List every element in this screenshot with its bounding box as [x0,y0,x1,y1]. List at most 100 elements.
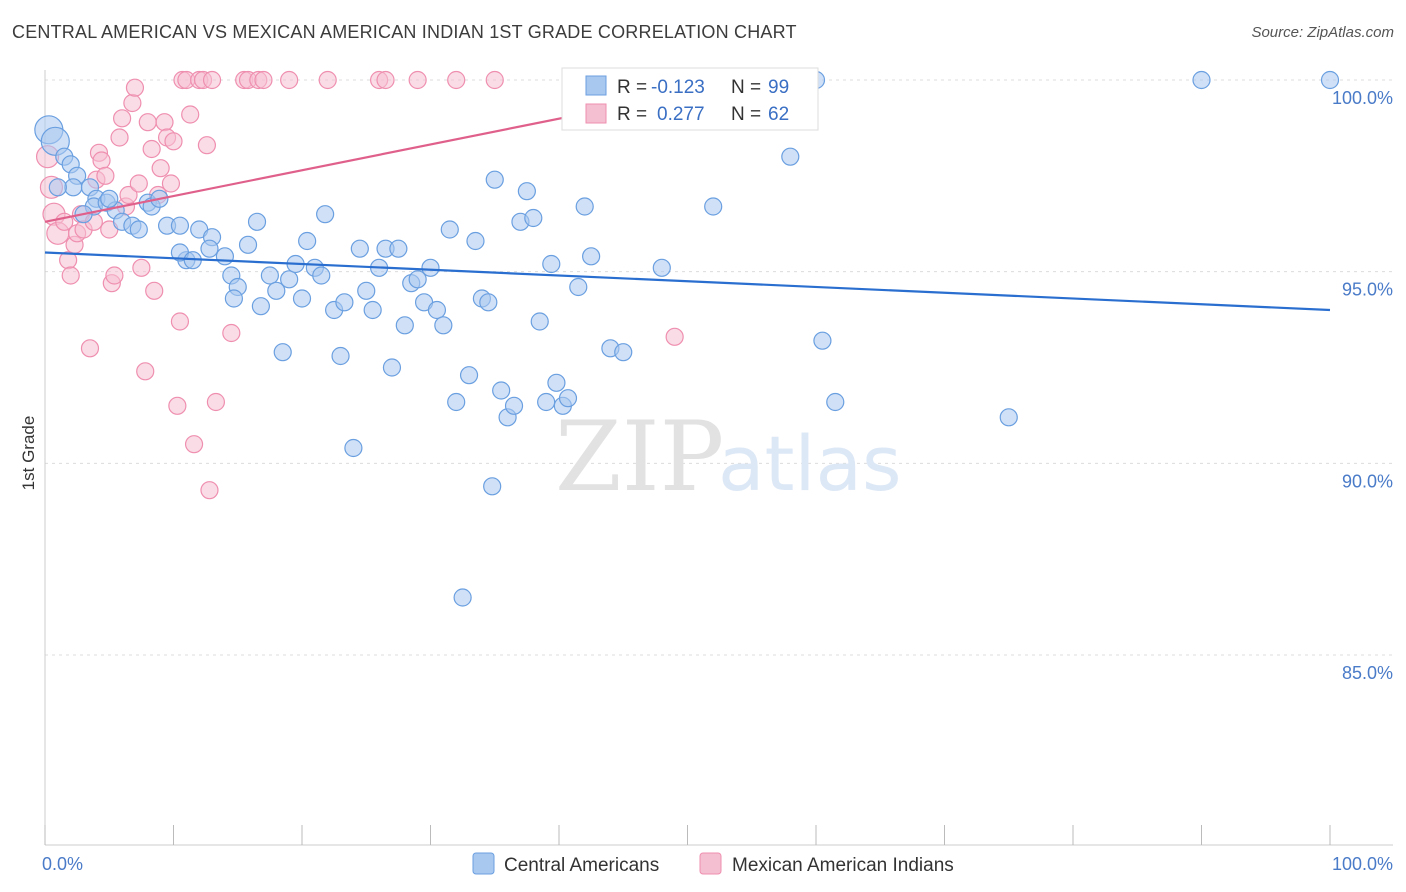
axes [44,70,1393,846]
point-central-95 [1320,70,1340,90]
point-mexican-50 [222,323,241,343]
point-central-31 [251,297,270,316]
point-central-83 [582,247,601,266]
point-central-29 [238,235,258,254]
point-central-45 [344,438,363,458]
point-central-57 [421,258,440,277]
point-mexican-34 [155,113,174,132]
series-legend-label-blue: Central Americans [504,855,659,876]
point-mexican-33 [151,159,170,178]
point-mexican-28 [136,362,155,381]
point-central-48 [363,300,382,320]
point-mexican-23 [119,185,138,205]
point-central-91 [813,331,832,350]
series-legend-label-pink: Mexican American Indians [732,855,954,876]
point-mexican-39 [170,312,190,331]
point-mexican-49 [206,392,226,412]
point-mexican-15 [92,151,111,170]
chart-source: Source: ZipAtlas.com [1251,24,1394,41]
legend-r-label-1: R = [617,77,647,98]
point-mexican-20 [110,128,129,147]
series-legend: Central Americans Mexican American India… [472,852,954,876]
point-central-77 [542,254,561,274]
point-central-41 [316,205,335,224]
point-mexican-56 [318,70,337,90]
point-mexican-61 [485,70,504,90]
point-mexican-24 [123,93,142,113]
point-central-5 [64,178,83,197]
point-central-58 [427,300,447,320]
point-mexican-36 [161,174,181,193]
point-central-55 [408,270,427,289]
point-central-52 [389,239,408,258]
point-central-13 [129,220,148,239]
point-central-86 [652,258,671,277]
stats-legend: R = -0.123 N = 99 R = 0.277 N = 62 [561,67,819,131]
point-central-69 [492,381,511,400]
point-mexican-43 [184,435,204,454]
point-central-64 [466,231,485,251]
point-central-89 [781,147,800,166]
point-central-82 [575,197,594,216]
point-central-71 [504,396,524,415]
point-mexican-60 [447,70,466,90]
point-central-68 [485,170,504,189]
y-tick-label-1: 95.0% [1342,280,1393,300]
trend-line-central [44,251,1331,312]
point-central-34 [273,343,292,362]
point-central-59 [434,316,453,335]
point-central-18 [170,216,190,235]
point-central-63 [459,366,479,385]
point-central-97 [100,189,119,208]
point-central-32 [260,266,279,285]
legend-r-value-2: 0.277 [657,104,705,125]
point-central-61 [447,392,466,412]
x-tick-label-1: 100.0% [1332,854,1393,874]
point-central-96 [48,178,67,197]
point-central-47 [357,281,376,300]
series-legend-swatch-pink [699,852,722,875]
point-central-62 [453,588,472,607]
legend-n-value-1: 99 [768,77,789,98]
point-central-25 [215,247,234,266]
point-central-81 [569,277,588,297]
point-central-28 [224,289,243,308]
point-mexican-54 [254,70,273,90]
legend-swatch-pink [585,103,607,124]
point-central-51 [382,358,402,377]
point-central-66 [479,293,498,312]
point-mexican-26 [129,174,148,193]
legend-r-label-2: R = [617,104,647,125]
point-central-37 [292,289,312,308]
point-mexican-62 [665,327,684,346]
point-central-85 [614,343,633,362]
y-tick-label-2: 90.0% [1342,471,1393,491]
point-central-76 [537,392,556,412]
point-mexican-55 [280,70,299,90]
chart-title: CENTRAL AMERICAN VS MEXICAN AMERICAN IND… [12,22,797,42]
point-mexican-29 [138,113,157,132]
point-mexican-42 [181,105,200,124]
y-tick-label-0: 100.0% [1332,88,1393,108]
legend-n-label-1: N = [731,77,761,98]
point-central-78 [547,373,566,392]
point-central-75 [530,312,549,331]
point-central-30 [247,212,267,231]
point-mexican-21 [112,109,132,128]
watermark-zip: ZIP [555,401,724,513]
legend-n-value-2: 62 [768,104,789,125]
point-central-73 [517,182,536,201]
point-mexican-58 [376,70,395,90]
point-mexican-48 [202,70,222,90]
point-mexican-30 [142,139,161,159]
point-mexican-37 [164,132,183,151]
point-mexican-11 [80,339,100,358]
point-central-35 [280,270,299,289]
legend-n-label-2: N = [731,104,761,125]
y-tick-label-3: 85.0% [1342,663,1393,683]
point-central-60 [440,220,459,239]
watermark-atlas: atlas [718,419,902,508]
point-central-33 [267,281,286,300]
point-mexican-27 [132,258,151,277]
point-central-53 [395,316,414,335]
